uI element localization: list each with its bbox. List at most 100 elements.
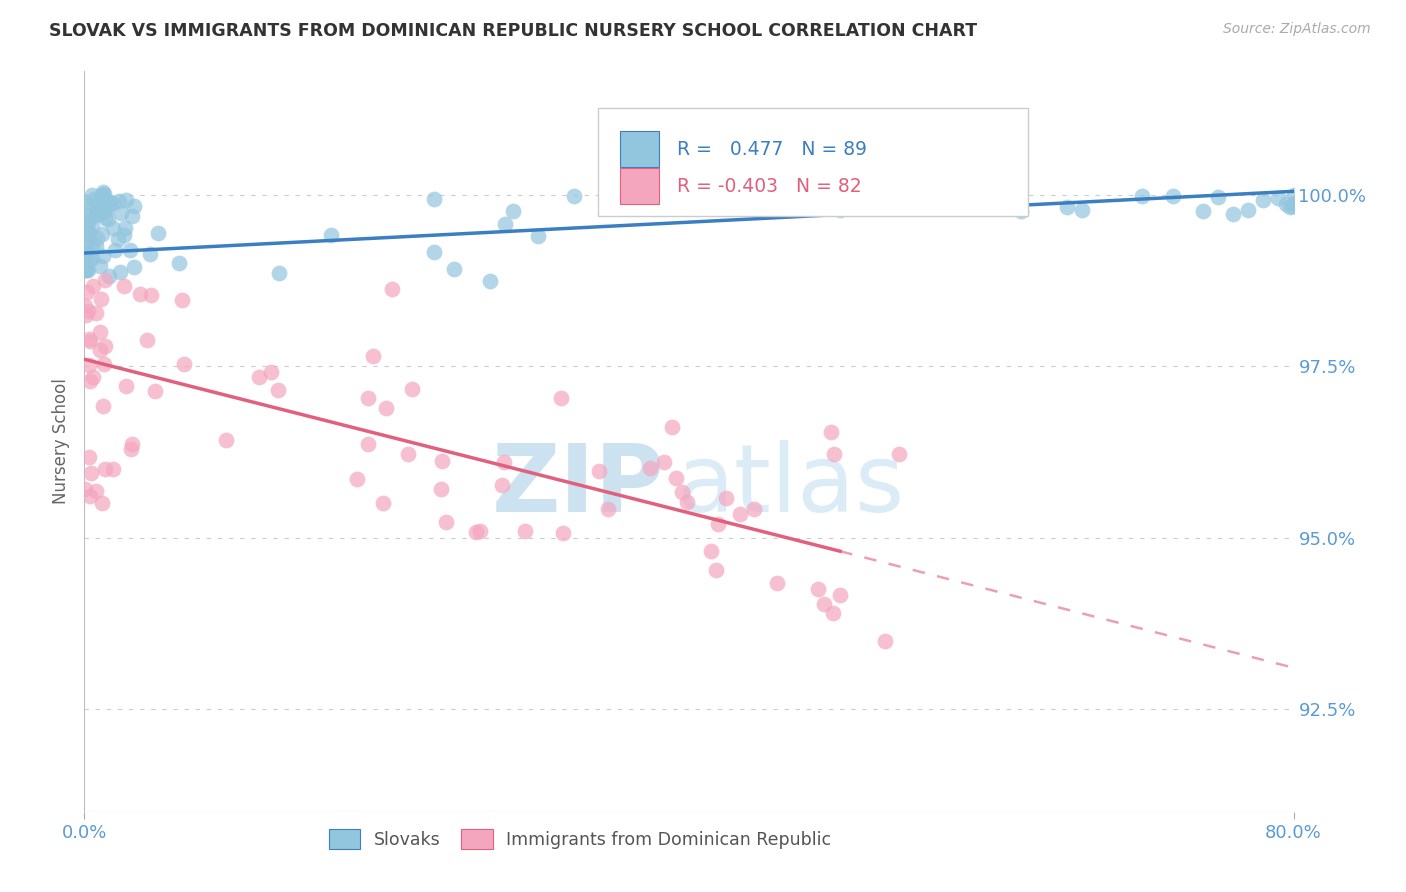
Point [1192,204,1215,219]
Point [249,369,271,384]
Point [434,515,457,529]
Point [76,226,98,240]
Point [98,195,121,210]
Point [122,199,145,213]
Point [513,524,536,538]
Point [77,215,100,229]
Point [82,220,104,235]
Point [267,383,290,397]
Point [588,464,610,478]
Point [86,207,108,221]
Point [765,575,787,590]
Point [1279,200,1302,214]
Point [120,442,142,457]
Point [101,462,124,476]
Point [1253,193,1275,207]
Point [75,260,97,275]
Point [82,187,104,202]
Point [75,235,97,249]
Point [813,597,835,611]
Point [76,213,98,227]
Point [401,382,423,396]
Point [91,196,114,211]
Point [128,286,150,301]
Point [86,202,108,217]
Point [75,482,97,496]
Point [77,253,100,268]
Point [77,332,100,346]
Point [904,194,927,208]
Point [80,240,103,254]
Point [346,472,368,486]
Point [167,256,190,270]
Point [90,293,112,307]
Point [97,197,120,211]
Point [84,238,107,252]
Point [84,208,107,222]
Point [478,274,501,288]
Point [75,250,97,264]
Point [114,221,136,235]
Text: SLOVAK VS IMMIGRANTS FROM DOMINICAN REPUBLIC NURSERY SCHOOL CORRELATION CHART: SLOVAK VS IMMIGRANTS FROM DOMINICAN REPU… [49,22,977,40]
Point [744,501,766,516]
Point [94,273,117,287]
Point [101,196,124,211]
Point [443,261,465,276]
Point [121,209,143,223]
Point [90,188,112,202]
Point [86,231,108,245]
Point [75,263,97,277]
Point [96,202,118,216]
Point [1071,203,1094,218]
Point [468,524,491,538]
Point [1206,190,1229,204]
Point [108,264,131,278]
Point [830,202,852,217]
Point [1275,196,1298,211]
Point [422,192,444,206]
Point [77,358,100,372]
Point [84,483,107,498]
Point [76,285,98,299]
Point [675,495,697,509]
Point [104,244,127,258]
Point [1267,191,1289,205]
Point [267,266,290,280]
Point [97,212,120,227]
Point [381,282,404,296]
Text: R =   0.477   N = 89: R = 0.477 N = 89 [676,139,868,159]
Text: R = -0.403   N = 82: R = -0.403 N = 82 [676,177,862,195]
Point [75,227,97,241]
Point [79,489,101,503]
Point [135,333,157,347]
Point [707,516,730,531]
Point [122,260,145,274]
Point [83,192,105,206]
Text: ZIP: ZIP [492,440,665,532]
Point [93,187,115,202]
Point [491,478,513,492]
Point [1056,200,1078,214]
FancyBboxPatch shape [599,109,1028,216]
Point [90,188,112,202]
Point [75,244,97,258]
Point [77,263,100,277]
Point [79,226,101,240]
Point [107,231,129,245]
Point [110,206,132,220]
Point [357,437,380,451]
Point [728,507,751,521]
Point [75,195,97,210]
Point [121,436,143,450]
Point [75,199,97,213]
Point [526,228,548,243]
Point [807,582,830,596]
Point [76,304,98,318]
Point [551,525,574,540]
Point [82,251,104,265]
Point [75,299,97,313]
Point [1161,189,1184,203]
Point [101,220,124,235]
Point [93,462,115,476]
Point [502,204,524,219]
